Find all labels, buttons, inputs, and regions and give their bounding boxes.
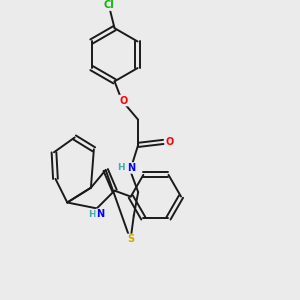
Text: S: S	[127, 234, 134, 244]
Text: N: N	[127, 163, 135, 173]
Text: H: H	[88, 210, 95, 219]
Text: H: H	[118, 164, 125, 172]
Text: O: O	[166, 137, 174, 147]
Text: O: O	[119, 96, 128, 106]
Text: Cl: Cl	[103, 0, 114, 10]
Text: N: N	[96, 209, 104, 219]
